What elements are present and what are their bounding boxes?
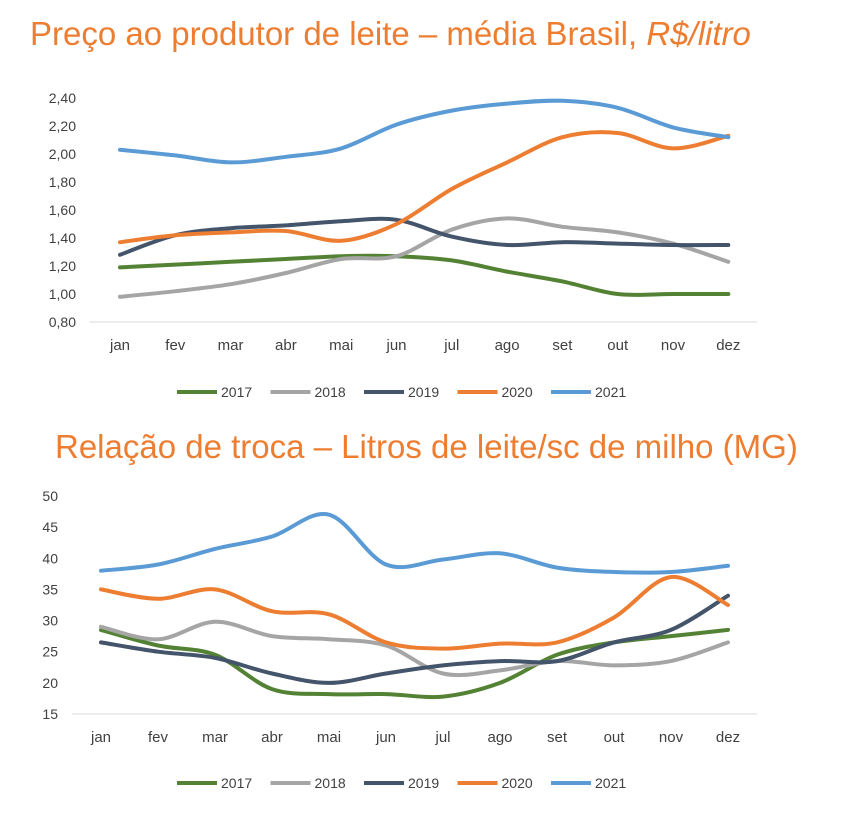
legend-label-2019: 2019 bbox=[408, 384, 439, 400]
y-tick-label: 45 bbox=[42, 519, 58, 535]
legend-label-2017: 2017 bbox=[221, 775, 252, 791]
series-line-2019 bbox=[118, 216, 731, 257]
x-tick-label: dez bbox=[716, 729, 740, 746]
y-tick-label: 1,80 bbox=[49, 174, 76, 190]
x-tick-label: jun bbox=[385, 337, 406, 354]
x-tick-label: abr bbox=[261, 729, 283, 746]
y-tick-label: 1,40 bbox=[49, 230, 76, 246]
y-tick-label: 40 bbox=[42, 550, 58, 566]
series-line-2019 bbox=[99, 593, 730, 685]
y-tick-label: 2,40 bbox=[49, 90, 76, 106]
y-tick-label: 2,20 bbox=[49, 118, 76, 134]
series-line-2021 bbox=[99, 512, 730, 575]
y-tick-label: 35 bbox=[42, 581, 58, 597]
x-tick-label: out bbox=[604, 729, 626, 746]
y-tick-label: 1,20 bbox=[49, 258, 76, 274]
y-tick-label: 15 bbox=[42, 706, 58, 722]
chart-title-exchange-ratio: Relação de troca – Litros de leite/sc de… bbox=[55, 428, 798, 466]
y-tick-label: 30 bbox=[42, 613, 58, 629]
x-tick-label: jan bbox=[109, 337, 130, 354]
exchange-ratio-chart: 15 20 25 30 35 40 45 50 jan fev mar abr mai jun jul ago… bbox=[42, 488, 757, 791]
legend-label-2018: 2018 bbox=[315, 384, 346, 400]
y-tick-label: 0,80 bbox=[49, 314, 76, 330]
milk-price-chart: 0,80 1,00 1,20 1,40 1,60 1,80 2,00 2,20 2,40 jan f… bbox=[49, 90, 757, 400]
title-main: Preço ao produtor de leite – média Brasi… bbox=[30, 15, 638, 52]
x-tick-label: fev bbox=[165, 337, 186, 354]
series-line-2018 bbox=[118, 216, 731, 299]
series-line-2018 bbox=[99, 619, 730, 678]
y-tick-label: 2,00 bbox=[49, 146, 76, 162]
series-line-2020 bbox=[118, 130, 731, 245]
series-line-2020 bbox=[99, 574, 730, 651]
y-tick-label: 25 bbox=[42, 644, 58, 660]
x-tick-label: set bbox=[547, 729, 568, 746]
series-line-2021 bbox=[118, 98, 731, 165]
x-tick-label: fev bbox=[148, 729, 169, 746]
x-tick-label: jun bbox=[375, 729, 396, 746]
x-tick-label: jul bbox=[443, 337, 459, 354]
x-tick-label: jul bbox=[434, 729, 450, 746]
y-tick-label: 1,60 bbox=[49, 202, 76, 218]
x-tick-label: out bbox=[607, 337, 629, 354]
x-tick-label: mar bbox=[218, 337, 244, 354]
x-tick-label: nov bbox=[661, 337, 686, 354]
y-tick-label: 1,00 bbox=[49, 286, 76, 302]
chart-title-milk-price: Preço ao produtor de leite – média Brasi… bbox=[30, 15, 751, 53]
x-tick-label: ago bbox=[495, 337, 520, 354]
x-tick-label: set bbox=[552, 337, 573, 354]
legend-label-2021: 2021 bbox=[595, 384, 626, 400]
series-line-2017 bbox=[118, 253, 731, 297]
y-tick-label: 50 bbox=[42, 488, 58, 504]
legend-label-2020: 2020 bbox=[502, 775, 533, 791]
x-tick-label: jan bbox=[90, 729, 111, 746]
legend-label-2021: 2021 bbox=[595, 775, 626, 791]
legend-label-2017: 2017 bbox=[221, 384, 252, 400]
x-tick-label: mar bbox=[202, 729, 228, 746]
x-tick-label: ago bbox=[487, 729, 512, 746]
legend-label-2018: 2018 bbox=[315, 775, 346, 791]
x-tick-label: abr bbox=[275, 337, 297, 354]
x-tick-label: dez bbox=[716, 337, 740, 354]
legend-label-2019: 2019 bbox=[408, 775, 439, 791]
y-tick-label: 20 bbox=[42, 675, 58, 691]
legend-label-2020: 2020 bbox=[502, 384, 533, 400]
title-main: Relação de troca – Litros de leite/sc de… bbox=[55, 428, 798, 465]
title-unit: R$/litro bbox=[646, 15, 751, 52]
x-tick-label: mai bbox=[329, 337, 353, 354]
x-tick-label: nov bbox=[659, 729, 684, 746]
x-tick-label: mai bbox=[317, 729, 341, 746]
